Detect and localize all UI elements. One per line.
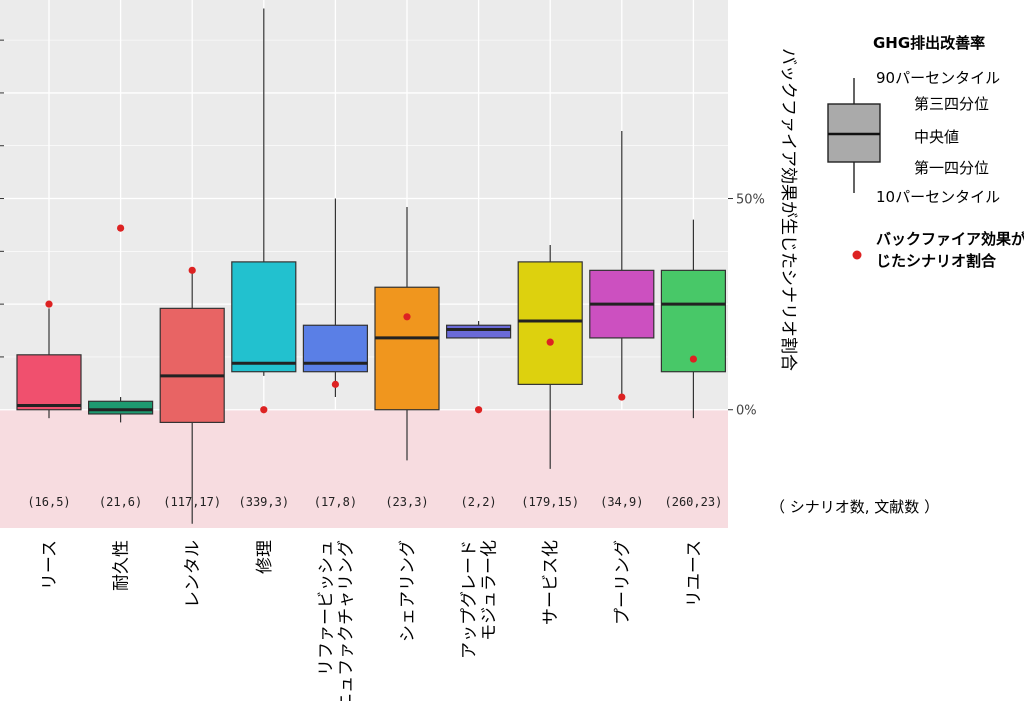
count-label: (17,8) xyxy=(314,495,357,509)
count-label: (339,3) xyxy=(239,495,290,509)
count-axis-label: （ シナリオ数, 文献数 ） xyxy=(770,498,939,516)
box-7 xyxy=(446,321,512,414)
box-3 xyxy=(159,266,225,524)
legend-label: 90パーセンタイル xyxy=(876,69,1000,87)
legend-label: 10パーセンタイル xyxy=(876,188,1000,206)
category-label: プーリング xyxy=(613,540,633,625)
scenario-share-point xyxy=(546,338,554,346)
box-body xyxy=(374,286,440,411)
legend-title: GHG排出改善率 xyxy=(873,34,985,52)
box-8 xyxy=(517,244,583,469)
plot-panel xyxy=(0,0,728,528)
legend-label: 中央値 xyxy=(914,128,959,146)
scenario-share-point xyxy=(331,380,339,388)
category-label: レンタル xyxy=(183,540,203,608)
legend-label: 第一四分位 xyxy=(914,159,989,177)
category-label: サービス化 xyxy=(541,540,561,625)
box-body xyxy=(159,307,225,423)
category-label: アップグレード xyxy=(460,540,480,659)
category-label: モジュラー化 xyxy=(480,540,500,641)
scenario-share-point xyxy=(45,300,53,308)
negative-region xyxy=(0,409,728,528)
box-body xyxy=(87,400,154,415)
box-body xyxy=(660,269,727,373)
count-label: (117,17) xyxy=(163,495,221,509)
count-label: (16,5) xyxy=(27,495,70,509)
category-label: リファービッシュ xyxy=(316,540,336,676)
box-body xyxy=(446,324,512,339)
box-series xyxy=(16,8,727,524)
scenario-share-point xyxy=(188,266,196,274)
count-label: (21,6) xyxy=(99,495,142,509)
category-label: リース xyxy=(40,540,60,590)
count-label: (23,3) xyxy=(385,495,428,509)
legend-label: 第三四分位 xyxy=(914,95,989,113)
legend-point-label: じたシナリオ割合 xyxy=(876,252,997,270)
y-tick-label: 0% xyxy=(736,404,757,419)
count-label: (179,15) xyxy=(521,495,579,509)
category-label: リユース xyxy=(684,540,704,607)
box-5 xyxy=(302,198,368,398)
scenario-share-point xyxy=(403,313,411,321)
count-label: (2,2) xyxy=(461,495,497,509)
scenario-share-point xyxy=(117,224,125,232)
box-body xyxy=(16,354,82,411)
count-label: (260,23) xyxy=(665,495,723,509)
scenario-share-point xyxy=(618,393,626,401)
box-1 xyxy=(16,300,82,419)
y-axis-title: バックファイア効果が生じたシナリオ割合 xyxy=(778,48,798,371)
legend-point xyxy=(852,250,862,260)
box-body xyxy=(517,261,583,385)
category-label: 修理 xyxy=(255,540,275,574)
box-9 xyxy=(589,130,655,401)
count-label: (34,9) xyxy=(600,495,643,509)
box-6 xyxy=(374,206,440,461)
category-label: マニュファクチャリング xyxy=(336,540,356,701)
y-tick-label: 50% xyxy=(736,193,765,208)
box-10 xyxy=(660,219,727,419)
scenario-share-point xyxy=(475,406,483,414)
scenario-share-point xyxy=(260,406,268,414)
scenario-share-point xyxy=(689,355,698,363)
category-label: シェアリング xyxy=(398,540,418,642)
box-body xyxy=(231,261,297,373)
legend-point-label: バックファイア効果が生 xyxy=(876,230,1024,248)
count-labels: (16,5) (21,6) (117,17) (339,3) (17,8) (23,3) (… xyxy=(27,495,939,516)
category-label: 耐久性 xyxy=(112,540,132,591)
y-axis: 50% 0% バックファイア効果が生じたシナリオ割合 xyxy=(0,39,798,419)
box-2 xyxy=(87,224,154,423)
box-4 xyxy=(231,8,297,414)
category-labels: リース 耐久性 レンタル 修理 リファービッシュ マニュファクチャリング シェアリング アップ… xyxy=(40,540,704,701)
